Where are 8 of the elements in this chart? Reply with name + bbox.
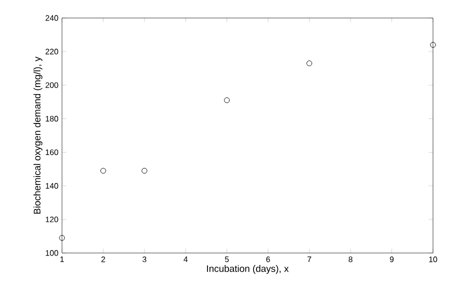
point [430, 42, 436, 48]
y-axis-title: Biochemical oxygen demand (mg/l), y [34, 56, 42, 214]
point [59, 235, 65, 241]
point [100, 168, 106, 174]
point [306, 60, 312, 66]
point [142, 168, 148, 174]
x-axis-title: Incubation (days), x [207, 265, 289, 274]
point [224, 97, 230, 104]
